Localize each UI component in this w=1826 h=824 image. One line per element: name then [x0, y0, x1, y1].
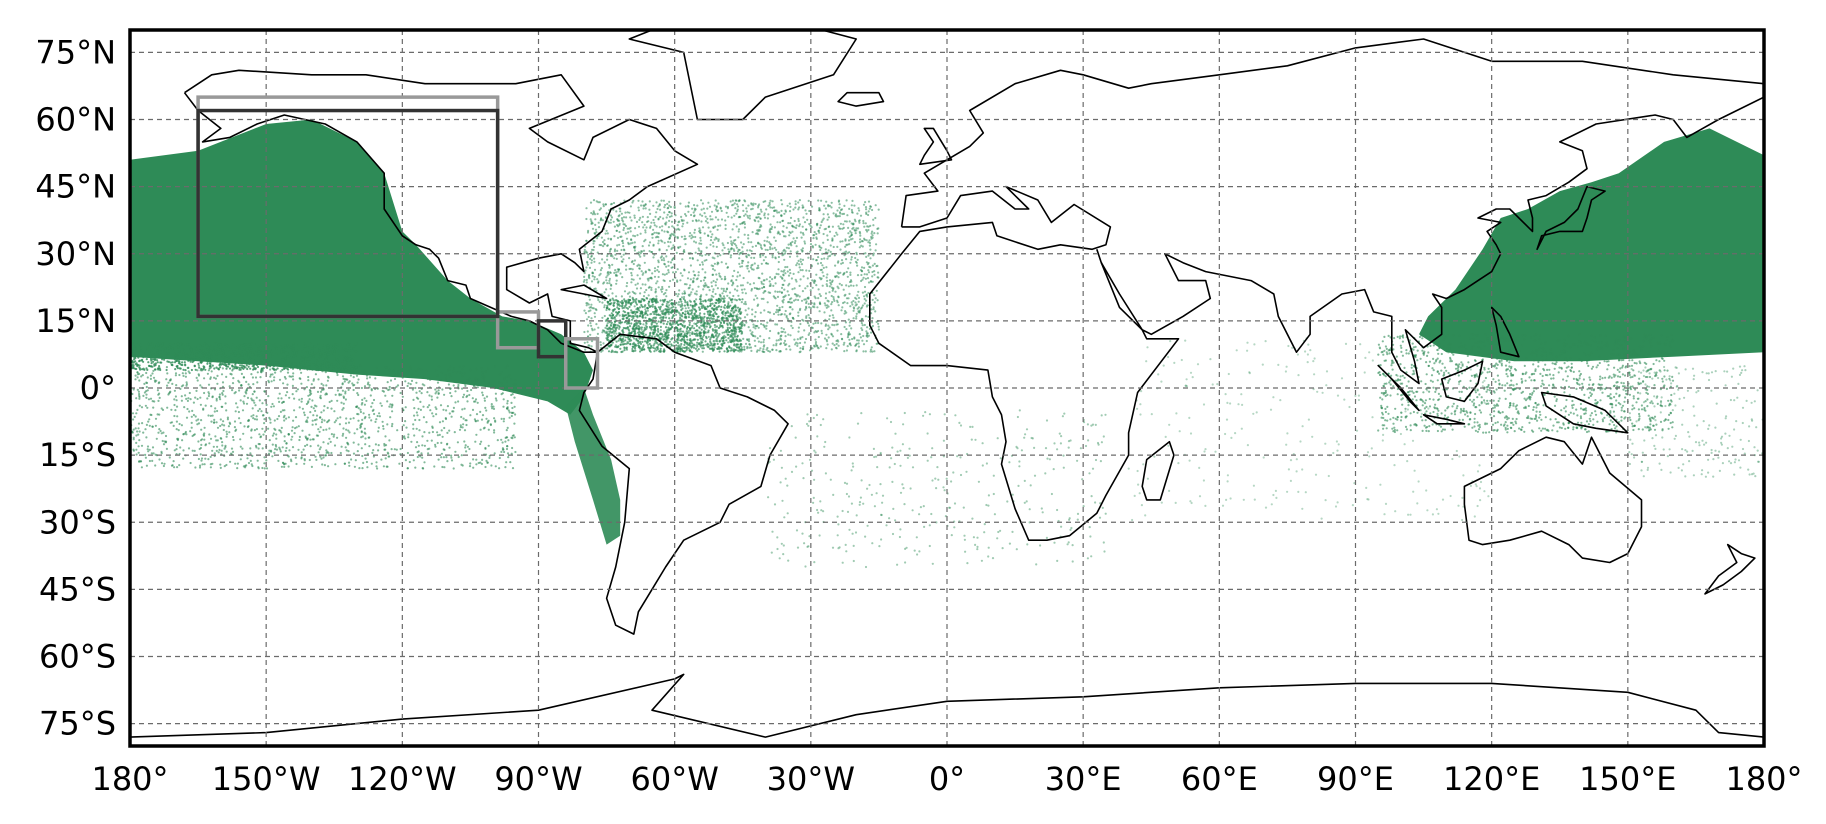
north-america-coast [183, 69, 699, 353]
coastlines [130, 30, 1764, 738]
africa-coast [869, 185, 1180, 541]
eurasia-north-coast [900, 38, 1764, 228]
central-america-box-2 [563, 337, 600, 390]
caribbean-dots [605, 297, 744, 354]
map-plot-area [128, 28, 1766, 748]
longitude-tick-label: 150°E [1579, 760, 1676, 798]
madagascar-coast [1141, 440, 1175, 501]
asia-coast [1100, 96, 1764, 385]
britain-coast [919, 127, 953, 166]
longitude-tick-label: 180° [1725, 760, 1802, 798]
west-pacific-band [1419, 128, 1764, 362]
philippines-coast [1490, 306, 1520, 358]
sumatra-coast [1377, 364, 1420, 412]
latitude-tick-label: 30°N [35, 235, 116, 273]
greenland-coast [628, 30, 857, 121]
japan-coast [1536, 185, 1606, 251]
longitude-tick-label: 60°W [630, 760, 718, 798]
longitude-tick-label: 90°E [1317, 760, 1394, 798]
southwest-pacific-dots [1627, 365, 1764, 478]
cuba-coast [560, 284, 608, 300]
new-guinea-coast [1540, 391, 1629, 434]
iceland-coast [837, 91, 885, 107]
longitude-tick-label: 30°W [767, 760, 855, 798]
longitude-tick-label: 90°W [494, 760, 582, 798]
new-zealand-coast [1704, 543, 1756, 595]
longitude-tick-label: 60°E [1181, 760, 1258, 798]
latitude-tick-label: 30°S [39, 503, 116, 541]
region-boxes [196, 95, 600, 390]
longitude-tick-label: 120°E [1443, 760, 1540, 798]
north-pacific-band [130, 119, 593, 415]
latitude-tick-label: 15°N [35, 302, 116, 340]
latitude-tick-label: 75°S [39, 705, 116, 743]
borneo-coast [1440, 360, 1484, 403]
latitude-tick-label: 60°S [39, 638, 116, 676]
latitude-tick-label: 15°S [39, 436, 116, 474]
track-density-layer [130, 119, 1764, 569]
longitude-tick-label: 0° [929, 760, 965, 798]
java-coast [1422, 414, 1466, 425]
longitude-tick-label: 120°W [348, 760, 457, 798]
south-america-coast-tail [565, 388, 621, 545]
latitude-tick-label: 45°S [39, 570, 116, 608]
maritime-continent-dots [1377, 333, 1675, 434]
australia-coast [1463, 436, 1643, 564]
longitude-tick-label: 150°W [212, 760, 321, 798]
northeast-pacific-box-inner [196, 108, 500, 319]
latitude-tick-label: 0° [80, 369, 116, 407]
latitude-tick-label: 60°N [35, 101, 116, 139]
longitude-tick-label: 30°E [1045, 760, 1122, 798]
latitude-tick-label: 75°N [35, 33, 116, 71]
antarctica-coast [130, 673, 1764, 738]
graticule [130, 30, 1764, 746]
latitude-tick-labels: 75°N 60°N 45°N 30°N 15°N 0° 15°S 30°S 45°S 60°S 75… [35, 33, 116, 742]
map-frame [128, 28, 1766, 748]
south-pacific-east-dots [130, 364, 517, 470]
indian-ocean-dots [1127, 334, 1493, 523]
longitude-tick-label: 180° [91, 760, 168, 798]
longitude-tick-labels: 180° 150°W 120°W 90°W 60°W 30°W 0° 30°E 60°E 90°E… [91, 760, 1802, 798]
latitude-tick-label: 45°N [35, 168, 116, 206]
